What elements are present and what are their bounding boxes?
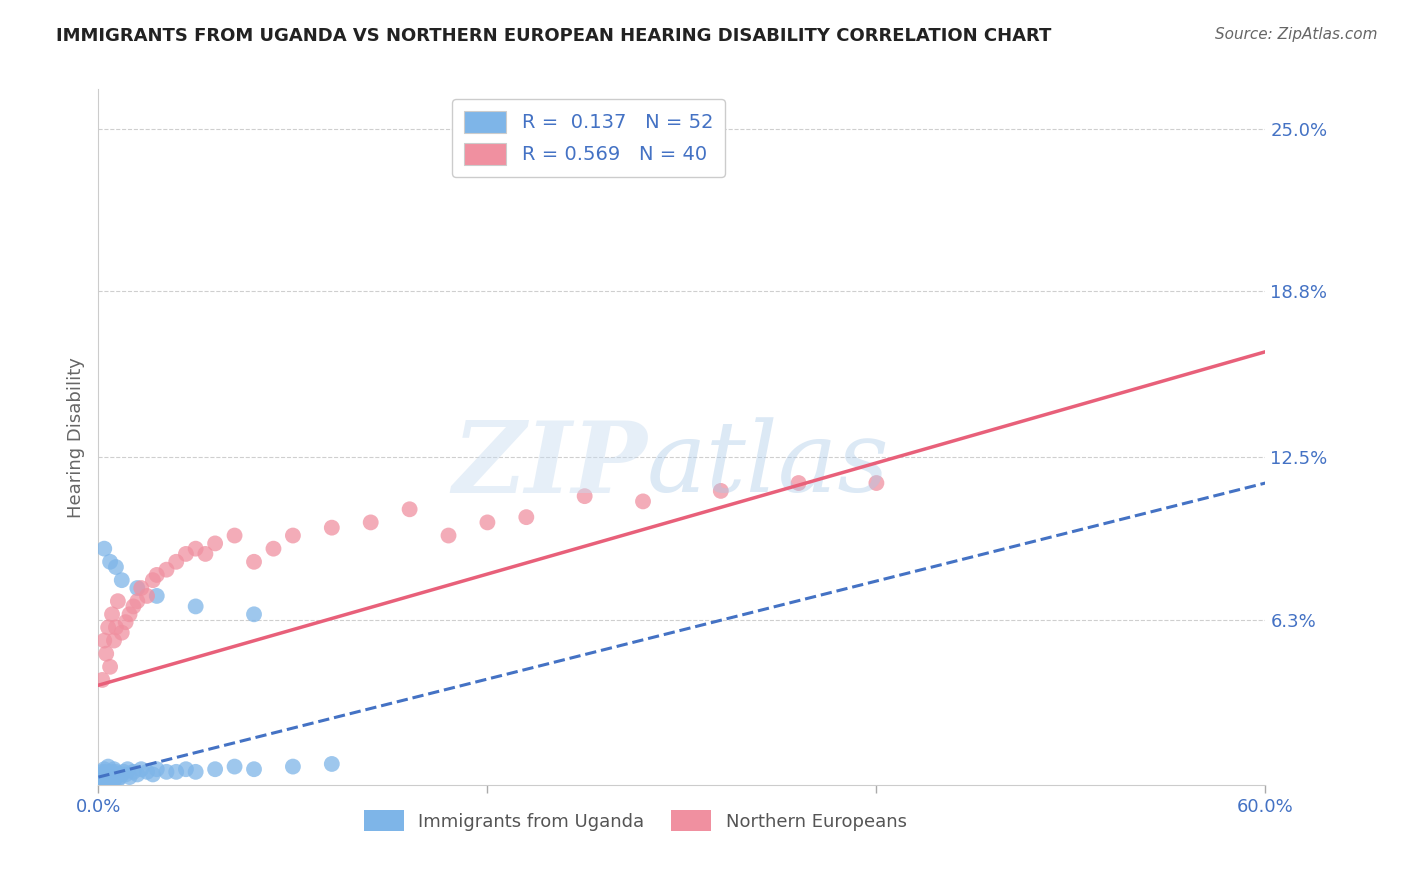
Point [112,764,135,779]
Point [91,770,114,784]
Point [91,775,114,789]
Point [127,594,149,608]
Point [93,762,115,776]
Point [97,759,120,773]
Point [103,772,125,787]
Point [165,555,187,569]
Point [96,764,118,779]
Point [281,759,304,773]
Point [97,775,120,789]
Point [146,589,169,603]
Point [111,625,134,640]
Point [97,620,120,634]
Text: ZIP: ZIP [451,417,647,513]
Text: IMMIGRANTS FROM UGANDA VS NORTHERN EUROPEAN HEARING DISABILITY CORRELATION CHART: IMMIGRANTS FROM UGANDA VS NORTHERN EUROP… [56,27,1052,45]
Point [174,547,197,561]
Point [710,483,733,498]
Text: atlas: atlas [647,417,890,513]
Point [122,599,145,614]
Point [129,762,152,776]
Point [103,762,125,776]
Point [104,770,127,784]
Point [89,772,111,787]
Point [96,647,118,661]
Point [224,759,246,773]
Point [89,767,111,781]
Point [184,541,207,556]
Point [631,494,654,508]
Point [129,581,152,595]
Point [865,476,887,491]
Point [107,767,129,781]
Point [114,767,136,781]
Point [98,767,121,781]
Point [127,767,149,781]
Point [93,541,115,556]
Point [96,770,118,784]
Point [117,762,139,776]
Y-axis label: Hearing Disability: Hearing Disability [66,357,84,517]
Point [111,573,134,587]
Point [224,528,246,542]
Point [98,555,121,569]
Point [174,762,197,776]
Point [184,764,207,779]
Point [107,594,129,608]
Point [127,581,149,595]
Point [108,770,131,784]
Point [101,770,124,784]
Point [787,476,810,491]
Point [243,555,266,569]
Point [118,770,141,784]
Point [104,764,127,779]
Point [165,764,187,779]
Point [204,536,226,550]
Point [142,767,165,781]
Point [101,764,124,779]
Point [146,762,169,776]
Point [97,770,120,784]
Point [321,521,343,535]
Point [243,607,266,622]
Point [98,660,121,674]
Legend: Immigrants from Uganda, Northern Europeans: Immigrants from Uganda, Northern Europea… [357,804,914,838]
Point [155,764,177,779]
Point [91,764,114,779]
Point [91,673,114,687]
Point [93,767,115,781]
Point [122,764,145,779]
Point [136,589,159,603]
Point [477,516,499,530]
Point [114,615,136,630]
Point [243,762,266,776]
Point [321,756,343,771]
Point [103,633,125,648]
Point [262,541,284,556]
Point [360,516,382,530]
Point [515,510,537,524]
Point [104,560,127,574]
Point [281,528,304,542]
Point [574,489,596,503]
Point [194,547,217,561]
Point [104,620,127,634]
Point [136,764,159,779]
Point [107,772,129,787]
Point [142,573,165,587]
Point [93,772,115,787]
Point [155,563,177,577]
Text: Source: ZipAtlas.com: Source: ZipAtlas.com [1215,27,1378,42]
Point [146,568,169,582]
Point [111,767,134,781]
Point [118,607,141,622]
Point [437,528,460,542]
Point [204,762,226,776]
Point [184,599,207,614]
Point [101,607,124,622]
Point [98,772,121,787]
Point [93,633,115,648]
Point [398,502,420,516]
